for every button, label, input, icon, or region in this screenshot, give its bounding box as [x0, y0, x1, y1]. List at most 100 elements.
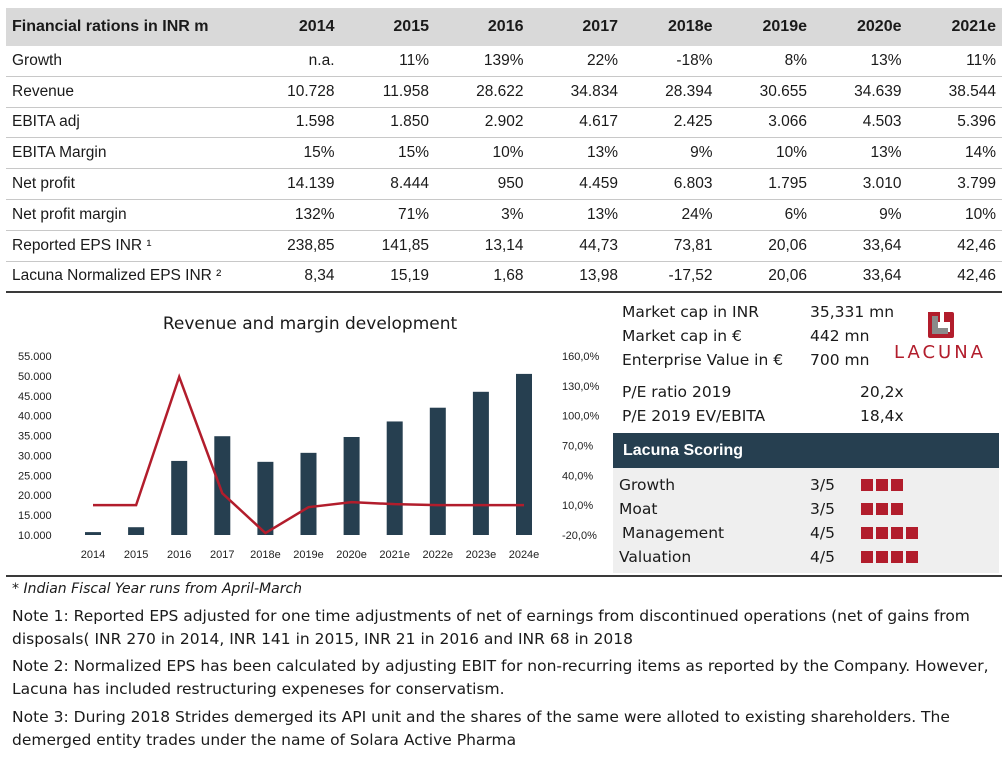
lacuna-logo-text: LACUNA	[894, 342, 986, 363]
table-cell: 950	[435, 168, 530, 200]
table-cell: 8.444	[340, 168, 435, 200]
table-cell: 11%	[907, 46, 1002, 77]
table-header-cell: 2021e	[907, 8, 1002, 46]
score-square	[876, 479, 888, 491]
table-cell: 139%	[435, 46, 530, 77]
table-cell: 30.655	[718, 76, 813, 108]
table-header-cell: 2020e	[813, 8, 908, 46]
revenue-bar	[429, 407, 446, 535]
table-cell: 3%	[435, 199, 530, 231]
y2-tick-label: 100,0%	[562, 411, 600, 423]
table-cell: 13%	[529, 137, 624, 170]
revenue-bar	[171, 460, 188, 535]
score-label-moat: Moat	[619, 500, 658, 518]
score-square	[876, 527, 888, 539]
y-tick-label: 30.000	[18, 450, 52, 462]
y-tick-label: 25.000	[18, 470, 52, 482]
table-row: Reported EPS INR ¹ 238,85 141,85 13,14 44,73…	[6, 230, 1002, 262]
y2-tick-label: -20,0%	[562, 530, 597, 542]
table-cell: 4.617	[529, 107, 624, 139]
score-squares-moat	[861, 503, 903, 515]
table-cell: 13%	[813, 137, 908, 170]
note-1: Note 1: Reported EPS adjusted for one ti…	[12, 607, 970, 648]
x-tick-label: 2014	[81, 549, 105, 561]
table-header-cell: 2016	[435, 8, 530, 46]
table-cell: 2.902	[435, 107, 530, 139]
chart-title: Revenue and margin development	[163, 314, 458, 334]
y2-tick-label: 130,0%	[562, 381, 600, 393]
y-tick-label: 20.000	[18, 490, 52, 502]
score-value-valuation: 4/5	[810, 548, 835, 566]
score-square	[861, 503, 873, 515]
scoring-title: Lacuna Scoring	[613, 433, 999, 468]
score-square	[891, 479, 903, 491]
market-cap-inr-label: Market cap in INR	[622, 303, 759, 321]
revenue-bar	[343, 436, 360, 535]
score-value-moat: 3/5	[810, 500, 835, 518]
table-row: EBITA Margin 15% 15% 10% 13% 9% 10% 13% 14%	[6, 137, 1002, 170]
table-cell: 44,73	[529, 230, 624, 262]
table-cell: 33,64	[813, 261, 908, 294]
table-header-cell: 2014	[246, 8, 341, 46]
table-cell: 15,19	[340, 261, 435, 294]
x-tick-label: 2017	[210, 549, 234, 561]
row-label: Reported EPS INR ¹	[6, 230, 246, 262]
financial-ratios-table: Financial rations in INR m 2014 2015 201…	[6, 8, 1002, 294]
table-cell: 20,06	[718, 261, 813, 294]
table-cell: 8,34	[246, 261, 341, 294]
y2-tick-label: 40,0%	[562, 470, 593, 482]
revenue-bar	[214, 436, 231, 535]
table-cell: 238,85	[246, 230, 341, 262]
table-cell: 28.622	[435, 76, 530, 108]
y-tick-label: 15.000	[18, 510, 52, 522]
table-row: Net profit 14.139 8.444 950 4.459 6.803 1.795 3…	[6, 168, 1002, 200]
table-cell: 8%	[718, 46, 813, 77]
market-cap-inr-value: 35,331 mn	[810, 303, 895, 321]
table-cell: 14%	[907, 137, 1002, 170]
score-square	[876, 503, 888, 515]
table-row: Growth n.a. 11% 139% 22% -18% 8% 13% 11%	[6, 46, 1002, 77]
x-tick-label: 2018e	[250, 549, 281, 561]
table-cell: 10.728	[246, 76, 341, 108]
score-square	[861, 479, 873, 491]
table-cell: 2.425	[624, 107, 719, 139]
table-cell: 5.396	[907, 107, 1002, 139]
table-cell: 6%	[718, 199, 813, 231]
score-value-growth: 3/5	[810, 476, 835, 494]
row-label: Net profit margin	[6, 199, 246, 231]
y2-tick-label: 10,0%	[562, 500, 593, 512]
table-cell: 73,81	[624, 230, 719, 262]
table-cell: 1.850	[340, 107, 435, 139]
table-cell: 42,46	[907, 230, 1002, 262]
pe-ratio-label: P/E ratio 2019	[622, 383, 732, 401]
revenue-bar	[128, 527, 145, 535]
score-label-valuation: Valuation	[619, 548, 692, 566]
pe-ratio-value: 20,2x	[860, 383, 904, 401]
revenue-margin-chart: Revenue and margin development 55.000 50.…	[18, 314, 600, 561]
market-cap-eur-value: 442 mn	[810, 327, 870, 345]
x-tick-label: 2022e	[423, 549, 454, 561]
x-tick-label: 2024e	[509, 549, 540, 561]
revenue-bar	[386, 421, 403, 535]
revenue-bar	[257, 461, 274, 535]
table-row: Revenue 10.728 11.958 28.622 34.834 28.394 30.…	[6, 76, 1002, 108]
score-squares-management	[861, 527, 918, 539]
revenue-bar	[472, 391, 489, 535]
table-cell: 4.503	[813, 107, 908, 139]
table-cell: 4.459	[529, 168, 624, 200]
market-cap-eur-label: Market cap in €	[622, 327, 742, 345]
table-cell: 13%	[529, 199, 624, 231]
table-header-cell: 2019e	[718, 8, 813, 46]
x-tick-label: 2015	[124, 549, 148, 561]
table-cell: 15%	[246, 137, 341, 170]
table-cell: 6.803	[624, 168, 719, 200]
table-cell: 13,14	[435, 230, 530, 262]
table-cell: 3.066	[718, 107, 813, 139]
table-cell: 24%	[624, 199, 719, 231]
score-squares-valuation	[861, 551, 918, 563]
score-squares-growth	[861, 479, 903, 491]
table-header-cell: 2017	[529, 8, 624, 46]
table-row: EBITA adj 1.598 1.850 2.902 4.617 2.425 3.066 4…	[6, 107, 1002, 139]
table-cell: 3.799	[907, 168, 1002, 200]
table-row: Lacuna Normalized EPS INR ² 8,34 15,19 1,68…	[6, 261, 1002, 294]
